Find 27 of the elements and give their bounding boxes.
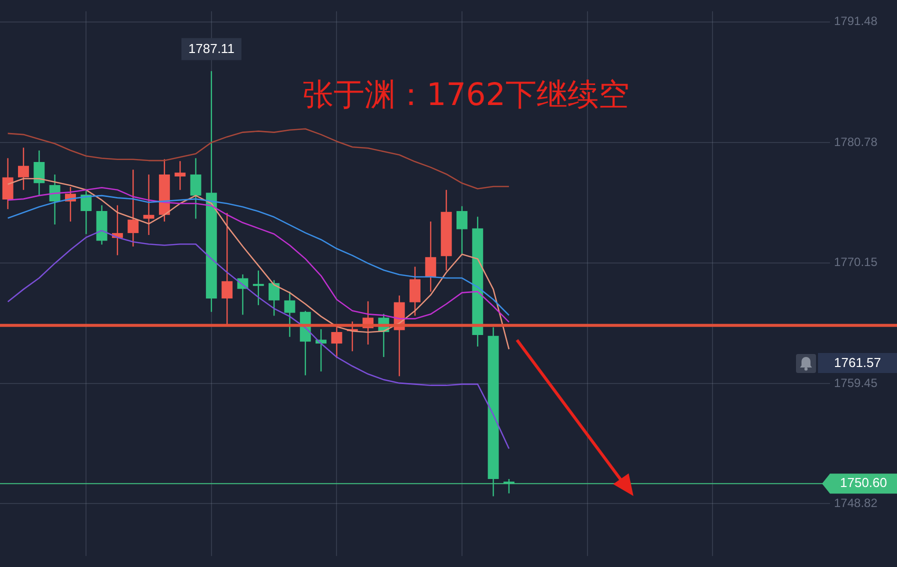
candlestick [18,147,29,191]
annotation: 1787.11 [188,40,234,56]
candlestick [410,266,420,316]
y-tick-label: 1780.78 [834,135,878,150]
candlestick [284,291,296,338]
candlestick [80,190,92,235]
y-tick-label: 1759.45 [834,376,878,390]
candlestick [190,158,202,220]
candlestick [222,212,233,326]
candlestick [252,270,264,306]
y-tick-label: 1770.15 [834,255,878,270]
candlestick [2,158,14,210]
text: 1761.57 [818,353,897,373]
text: 张于渊：1762下继续空 [302,76,630,115]
y-tick-label: 1791.48 [834,14,878,28]
candlestick [331,326,342,359]
candlestick [34,150,45,196]
candlestick [174,160,186,191]
y-tick-label: 1748.82 [834,496,878,510]
candlestick [316,328,327,372]
candlestick [128,169,139,248]
candlestick [425,220,436,292]
candlestick [456,206,468,256]
candlestick [268,280,280,316]
ref-line-label: 1750.60 [840,475,887,490]
candlestick [143,174,154,236]
candlestick [49,174,60,226]
